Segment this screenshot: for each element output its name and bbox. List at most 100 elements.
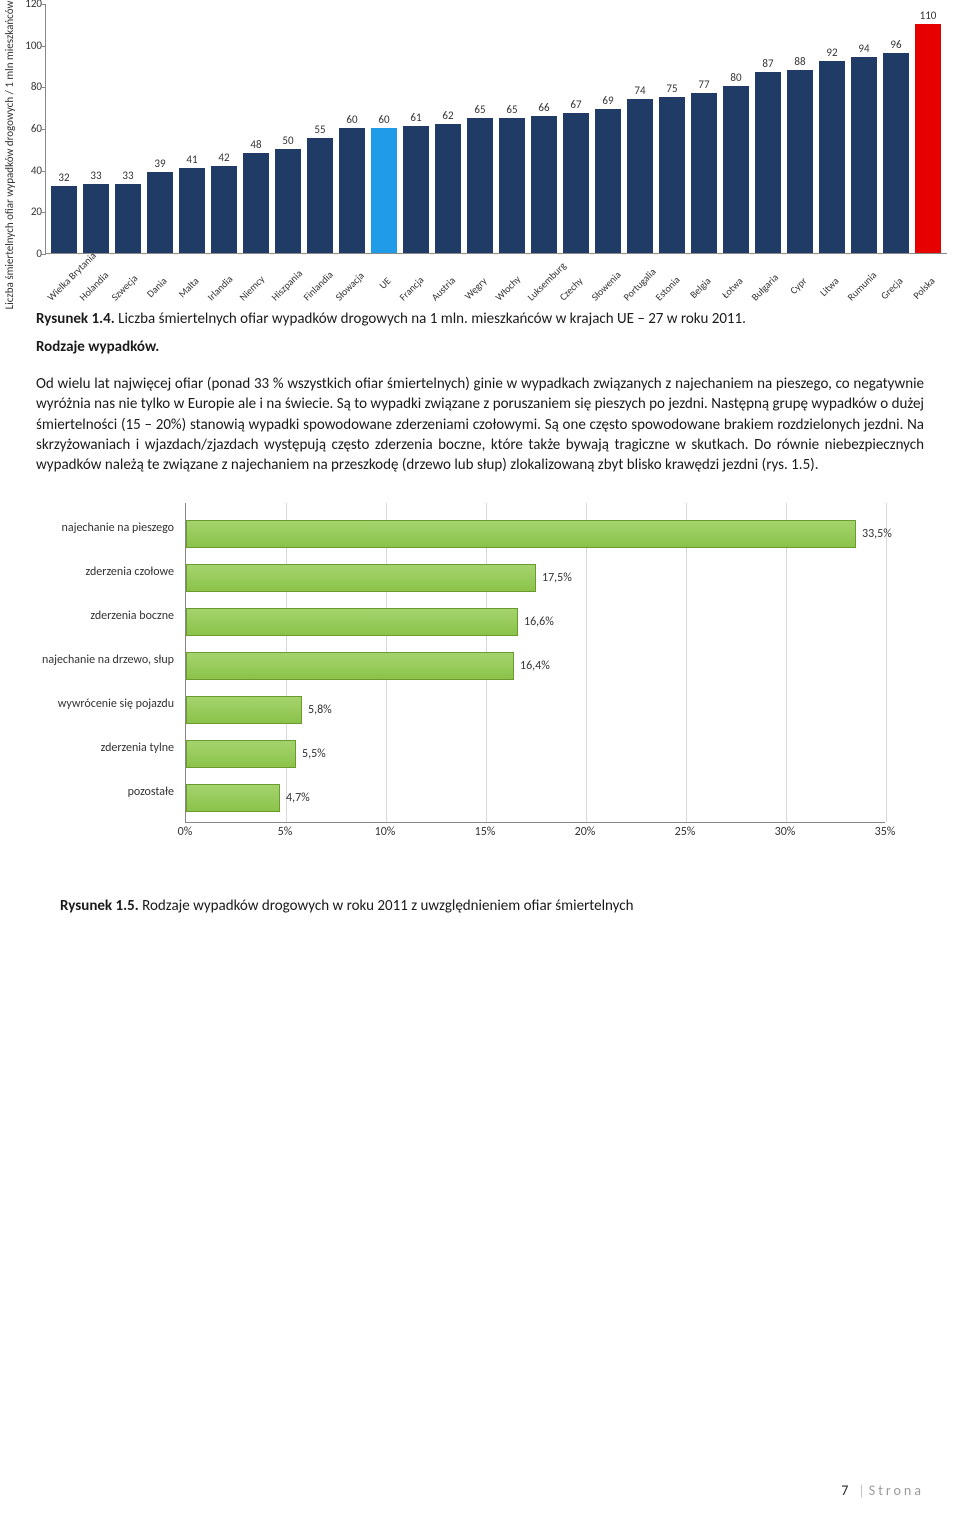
chart1-bar-rect: [659, 97, 685, 253]
chart2-xtick: 35%: [875, 825, 896, 839]
chart1-xlabel: Luksemburg: [524, 274, 553, 303]
chart1-bar-rect: [307, 138, 333, 253]
chart2-xtick: 20%: [575, 825, 596, 839]
chart1-bar-rect: [531, 116, 557, 254]
chart1-bar-rect: [723, 86, 749, 253]
chart1-bar-value: 67: [570, 98, 581, 111]
chart1-bar-value: 65: [506, 103, 517, 116]
chart1-xlabel: Niemcy: [236, 274, 265, 303]
chart2-bar-label: 5,8%: [308, 703, 332, 717]
chart2-bar-row: 5,8%: [186, 693, 332, 727]
chart1-bar: 77: [690, 78, 718, 253]
chart1-bar-value: 94: [858, 42, 869, 55]
chart1-bar: 60: [338, 113, 366, 253]
chart1-bar: 96: [882, 38, 910, 253]
chart2-bar-row: 16,4%: [186, 649, 550, 683]
chart1-xlabel: UE: [364, 274, 393, 303]
chart1-bar-rect: [787, 70, 813, 253]
chart1-bar-value: 75: [666, 82, 677, 95]
page-footer: 7|Strona: [841, 1482, 924, 1499]
chart2-bar-row: 17,5%: [186, 561, 572, 595]
chart2-bar-rect: [186, 784, 280, 812]
chart1: Liczba śmiertelnych ofiar wypadków drogo…: [5, 0, 955, 310]
chart1-bar: 66: [530, 101, 558, 254]
chart1-xlabel: Szwecja: [108, 274, 137, 303]
chart1-xlabel: Wielka Brytania: [44, 274, 73, 303]
chart1-bar-value: 88: [794, 55, 805, 68]
footer-word: Strona: [869, 1482, 924, 1499]
chart2-bar-row: 5,5%: [186, 737, 326, 771]
chart1-bar-value: 96: [890, 38, 901, 51]
chart1-bar-value: 48: [250, 138, 261, 151]
chart2-ylabel: zderzenia tylne: [30, 731, 180, 765]
chart1-xlabel: Estonia: [652, 274, 681, 303]
chart1-bar: 33: [82, 169, 110, 253]
chart1-bar: 110: [914, 9, 942, 253]
chart1-bar-value: 66: [538, 101, 549, 114]
chart1-bar-value: 87: [762, 57, 773, 70]
chart2-bar-label: 17,5%: [542, 571, 572, 585]
chart1-bar-rect: [627, 99, 653, 253]
chart1-bar-rect: [211, 166, 237, 254]
chart2-bar-label: 5,5%: [302, 747, 326, 761]
chart1-bar-rect: [915, 24, 941, 253]
chart1-xlabel: Francja: [396, 274, 425, 303]
chart2-ylabel: najechanie na drzewo, słup: [30, 643, 180, 677]
chart1-xlabel: Malta: [172, 274, 201, 303]
chart1-bar-value: 41: [186, 153, 197, 166]
chart1-bar-rect: [755, 72, 781, 253]
chart1-bar-rect: [595, 109, 621, 253]
chart1-ytick: 0: [16, 247, 42, 260]
chart1-xlabel: Grecja: [876, 274, 905, 303]
chart2-ylabel: wywrócenie się pojazdu: [30, 687, 180, 721]
chart2-bar-rect: [186, 608, 518, 636]
chart1-xlabel: Finlandia: [300, 274, 329, 303]
chart1-bar-value: 32: [58, 171, 69, 184]
chart1-bar: 88: [786, 55, 814, 253]
chart1-xlabel: Belgia: [684, 274, 713, 303]
chart1-bar-rect: [371, 128, 397, 253]
chart1-bar-rect: [275, 149, 301, 253]
chart2-xtick: 15%: [475, 825, 496, 839]
chart1-bar-value: 33: [90, 169, 101, 182]
chart1-xlabel: Portugalia: [620, 274, 649, 303]
chart1-bar-rect: [51, 186, 77, 253]
chart2-xtick: 5%: [278, 825, 293, 839]
chart1-bar-value: 69: [602, 94, 613, 107]
chart1-bar-rect: [83, 184, 109, 253]
chart1-bar-rect: [179, 168, 205, 253]
chart1-bar-rect: [435, 124, 461, 253]
chart1-xlabel: Słowenia: [588, 274, 617, 303]
chart1-bar: 60: [370, 113, 398, 253]
chart1-bar-value: 77: [698, 78, 709, 91]
chart1-ytick: 40: [16, 164, 42, 177]
chart1-bar: 80: [722, 71, 750, 253]
chart2-bar-row: 4,7%: [186, 781, 310, 815]
chart1-bar-value: 74: [634, 84, 645, 97]
caption1-bold: Rysunek 1.4.: [36, 310, 115, 328]
chart1-bar-rect: [819, 61, 845, 253]
chart1-bar-rect: [883, 53, 909, 253]
chart1-bar: 69: [594, 94, 622, 253]
chart1-bar-value: 55: [314, 123, 325, 136]
chart1-bar-value: 65: [474, 103, 485, 116]
chart2-bar-label: 33,5%: [862, 527, 892, 541]
chart1-xlabel: Irlandia: [204, 274, 233, 303]
chart1-bar-rect: [851, 57, 877, 253]
chart1-bar: 74: [626, 84, 654, 253]
chart1-xlabel: Słowacja: [332, 274, 361, 303]
chart1-bar: 61: [402, 111, 430, 253]
chart1-xlabels: Wielka BrytaniaHolandiaSzwecjaDaniaMalta…: [45, 256, 947, 269]
chart1-caption: Rysunek 1.4. Liczba śmiertelnych ofiar w…: [0, 310, 960, 328]
chart1-plot: 020406080100120 323333394142485055606061…: [45, 4, 947, 254]
chart1-bar-value: 92: [826, 46, 837, 59]
paragraph: Od wielu lat najwięcej ofiar (ponad 33 %…: [0, 356, 960, 475]
chart2-caption: Rysunek 1.5. Rodzaje wypadków drogowych …: [0, 883, 960, 915]
chart2: 33,5%17,5%16,6%16,4%5,8%5,5%4,7% najecha…: [30, 493, 930, 883]
chart2-bar-rect: [186, 740, 296, 768]
chart1-xlabel: Dania: [140, 274, 169, 303]
chart1-xlabel: Włochy: [492, 274, 521, 303]
chart2-bar-rect: [186, 652, 514, 680]
chart2-xtick: 30%: [775, 825, 796, 839]
chart1-bar-rect: [499, 118, 525, 253]
